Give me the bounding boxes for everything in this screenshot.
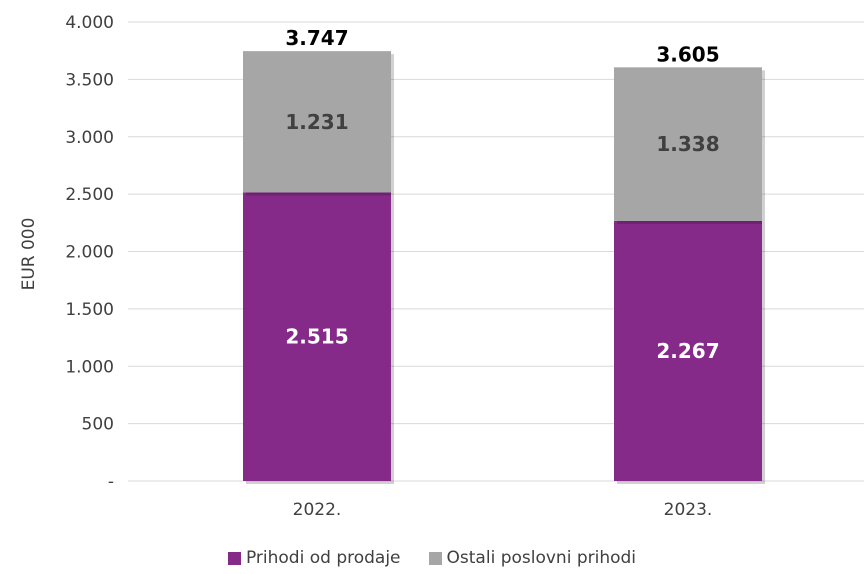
y-tick-label: 3.500 xyxy=(65,70,114,90)
x-axis-ticks: 2022. 2023. xyxy=(293,500,713,520)
total-value-label: 3.747 xyxy=(285,26,348,50)
data-labels: 2.515 1.231 3.747 2.267 1.338 3.605 xyxy=(285,26,719,363)
legend-label-ostali-poslovni-prihodi: Ostali poslovni prihodi xyxy=(446,548,637,568)
y-tick-label: 1.500 xyxy=(65,300,114,320)
bar-segment xyxy=(243,192,391,481)
y-tick-label: 2.500 xyxy=(65,185,114,205)
bar-segment xyxy=(614,67,762,221)
y-tick-label: 500 xyxy=(82,415,114,435)
y-tick-label: 1.000 xyxy=(65,357,114,377)
y-tick-label: 3.000 xyxy=(65,128,114,148)
segment-value-label: 2.267 xyxy=(656,339,719,363)
bars xyxy=(243,51,765,484)
legend-item-prihodi-od-prodaje: Prihodi od prodaje xyxy=(227,548,401,568)
segment-value-label: 2.515 xyxy=(285,325,348,349)
bar-segment xyxy=(243,51,391,193)
legend-swatch-prihodi-od-prodaje xyxy=(227,551,241,565)
legend-swatch-ostali-poslovni-prihodi xyxy=(428,551,442,565)
y-axis-label: EUR 000 xyxy=(19,218,39,291)
y-tick-label: 2.000 xyxy=(65,243,114,263)
legend-label-prihodi-od-prodaje: Prihodi od prodaje xyxy=(245,548,401,568)
y-tick-label: 4.000 xyxy=(65,13,114,33)
y-axis-ticks: - 500 1.000 1.500 2.000 2.500 3.000 3.500 4.000 xyxy=(65,13,114,492)
x-tick-label: 2022. xyxy=(293,500,342,520)
bar-segment xyxy=(614,220,762,481)
legend-item-ostali-poslovni-prihodi: Ostali poslovni prihodi xyxy=(428,548,637,568)
segment-value-label: 1.231 xyxy=(285,110,348,134)
segment-value-label: 1.338 xyxy=(656,132,719,156)
legend: Prihodi od prodaje Ostali poslovni priho… xyxy=(0,548,864,568)
total-value-label: 3.605 xyxy=(656,42,719,66)
x-tick-label: 2023. xyxy=(664,500,713,520)
y-tick-label: - xyxy=(108,472,114,492)
